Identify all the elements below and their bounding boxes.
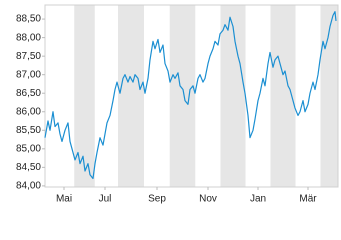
price-line: [44, 11, 337, 180]
month-bands: [74, 5, 338, 187]
y-tick-label: 85,00: [16, 143, 41, 154]
month-band: [169, 5, 196, 187]
month-band: [74, 5, 95, 187]
chart: 84,00 84,50 85,00 85,50 86,00 86,50 87,00 87,50…: [16, 4, 339, 205]
plot-frame: [44, 4, 339, 188]
y-tick-label: 84,00: [16, 181, 41, 192]
x-tick-label: Mai: [56, 194, 72, 205]
x-tick-label: Mär: [299, 194, 317, 205]
y-tick-label: 85,50: [16, 125, 41, 136]
y-tick-label: 88,50: [16, 14, 41, 25]
month-band: [320, 5, 338, 187]
month-band: [220, 5, 246, 187]
y-tick-label: 88,00: [16, 32, 41, 43]
y-tick-label: 87,00: [16, 69, 41, 80]
y-tick-label: 86,50: [16, 88, 41, 99]
x-tick-label: Sep: [148, 194, 166, 205]
x-tick-label: Jan: [250, 194, 266, 205]
y-tick-label: 86,00: [16, 106, 41, 117]
page: 84,00 84,50 85,00 85,50 86,00 86,50 87,00 87,50…: [15, 4, 339, 205]
month-band: [118, 5, 144, 187]
x-tick-label: Jul: [99, 194, 112, 205]
y-tick-label: 87,50: [16, 51, 41, 62]
y-tick-label: 84,50: [16, 162, 41, 173]
x-tick-label: Nov: [199, 194, 217, 205]
